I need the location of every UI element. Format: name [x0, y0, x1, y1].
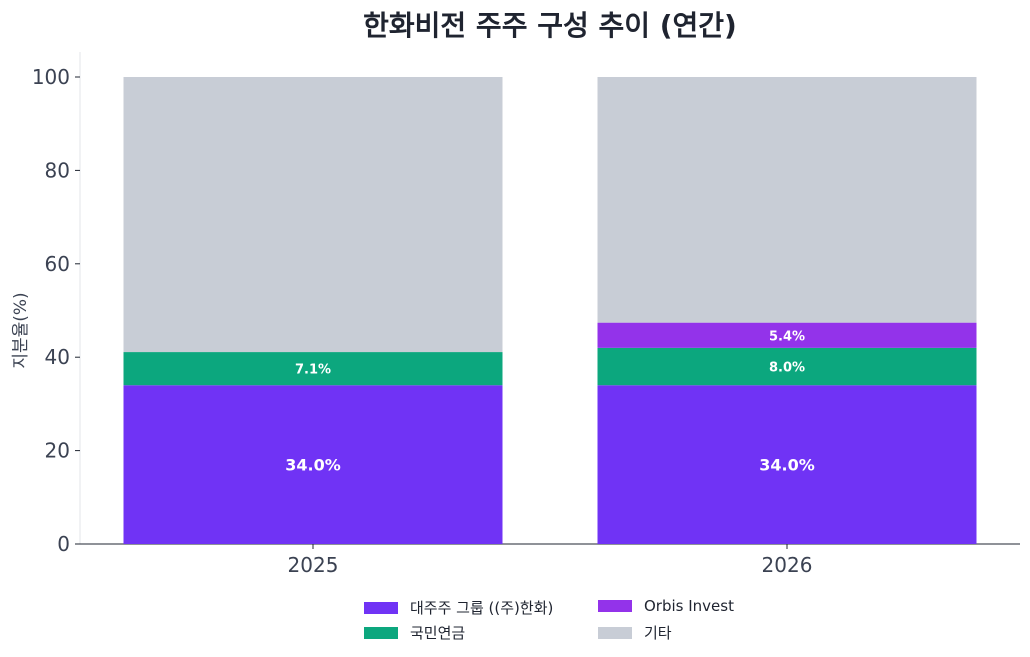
- legend-label: 기타: [644, 624, 672, 642]
- legend-label: 국민연금: [410, 624, 466, 642]
- legend-label: Orbis Invest: [644, 597, 734, 615]
- y-tick-label: 0: [57, 532, 70, 556]
- y-tick-label: 40: [45, 345, 70, 369]
- chart-title: 한화비전 주주 구성 추이 (연간): [363, 9, 737, 42]
- legend-swatch: [364, 601, 398, 614]
- bar-value-label: 8.0%: [769, 361, 805, 376]
- bar-value-label: 7.1%: [295, 363, 331, 378]
- legend-item-major-shareholder: 대주주 그룹 ((주)한화): [364, 597, 553, 618]
- legend-item-other: 기타: [598, 622, 672, 643]
- legend-swatch: [598, 626, 632, 639]
- bars: [123, 77, 977, 544]
- bar-value-label: 5.4%: [769, 329, 805, 344]
- bar-labels: 34.0% 7.1% 34.0% 8.0% 5.4%: [285, 329, 815, 474]
- y-tick-label: 100: [32, 65, 70, 89]
- bar-segment: [597, 385, 977, 544]
- x-tick-label: 2026: [762, 553, 813, 577]
- bar-value-label: 34.0%: [285, 456, 341, 475]
- y-axis-label: 지분율(%): [11, 292, 31, 368]
- legend-swatch: [598, 600, 632, 612]
- y-tick-label: 20: [45, 439, 70, 463]
- axes: 0 20 40 60 80 100 지분율(%) 2025 2026: [11, 52, 1020, 577]
- bar-segment: [123, 77, 503, 353]
- bar-segment: [123, 352, 503, 386]
- legend: 대주주 그룹 ((주)한화) Orbis Invest 국민연금 기타: [364, 594, 764, 644]
- y-tick-label: 80: [45, 158, 70, 182]
- bar-segment: [597, 347, 977, 386]
- bar-value-label: 34.0%: [759, 456, 815, 475]
- bar-segment: [123, 385, 503, 544]
- legend-item-nps: 국민연금: [364, 622, 465, 643]
- bar-segment: [597, 77, 977, 323]
- x-tick-label: 2025: [288, 553, 339, 577]
- y-tick-label: 60: [45, 252, 70, 276]
- bar-segment: [597, 322, 977, 348]
- legend-item-orbis: Orbis Invest: [598, 597, 734, 615]
- legend-label: 대주주 그룹 ((주)한화): [410, 599, 554, 617]
- legend-swatch: [364, 626, 398, 639]
